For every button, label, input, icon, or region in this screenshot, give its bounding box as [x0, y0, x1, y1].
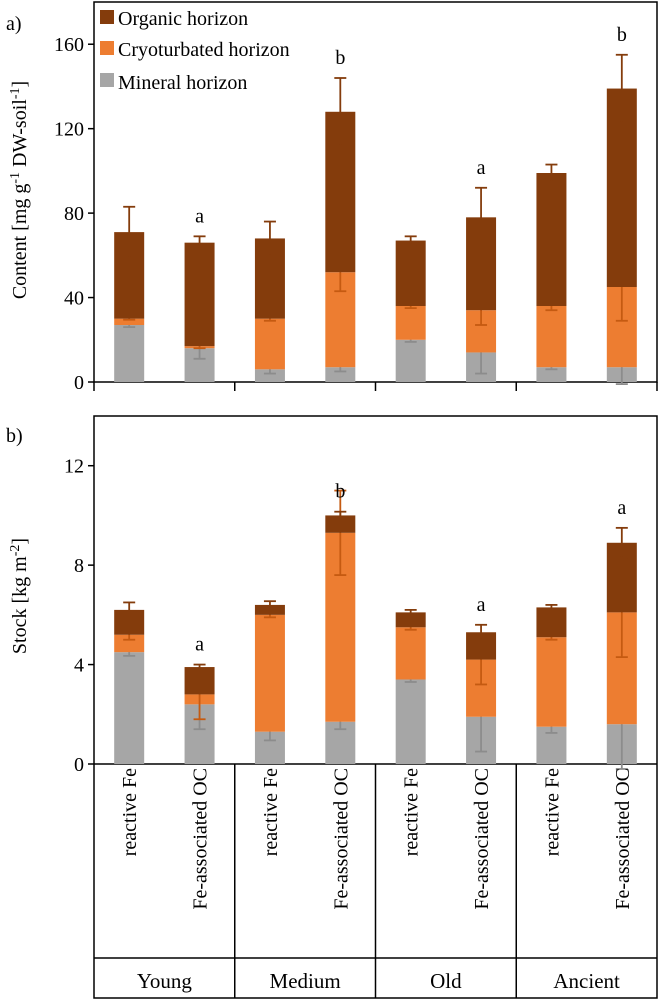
bar-segment — [254, 604, 285, 615]
legend-swatch-cryoturbated — [100, 41, 114, 55]
bar-segment — [395, 306, 426, 340]
legend-label-mineral: Mineral horizon — [118, 72, 247, 94]
panel-0-y-tick-label: 80 — [64, 203, 84, 225]
legend: Organic horizon Cryoturbated horizon Min… — [100, 8, 290, 94]
significance-letter: a — [195, 205, 204, 227]
panel-a-label: a) — [6, 13, 22, 35]
x-category-label: Fe-associated OC — [612, 768, 634, 910]
x-category-label: reactive Fe — [401, 768, 423, 856]
panel-1-y-tick-label: 12 — [64, 456, 84, 478]
x-group-label: Young — [137, 969, 193, 993]
significance-letter: a — [477, 594, 486, 616]
bar-segment — [536, 367, 567, 382]
bar-segment — [254, 614, 285, 732]
panel-a-y-axis-label: Content [mg g-1 DW-soil-1] — [8, 81, 31, 299]
bar-segment — [114, 325, 145, 382]
x-category-label: reactive Fe — [119, 768, 141, 856]
bar-segment — [325, 367, 356, 382]
bar-segment — [114, 652, 145, 764]
bar-segment — [395, 627, 426, 680]
significance-letter: a — [195, 634, 204, 656]
panel-1-y-tick-label: 8 — [74, 555, 84, 577]
panel-0-y-tick-label: 0 — [74, 372, 84, 394]
x-category-label: Fe-associated OC — [471, 768, 493, 910]
x-group-label: Ancient — [553, 969, 620, 993]
panel-b-y-axis-label: Stock [kg m-2] — [8, 538, 31, 654]
bar-segment — [114, 318, 145, 325]
significance-letter: b — [335, 481, 345, 503]
bar-segment — [395, 339, 426, 382]
x-group-label: Old — [430, 969, 462, 993]
bar-segment — [325, 515, 356, 533]
significance-letter: b — [617, 24, 627, 46]
significance-letter: b — [335, 47, 345, 69]
x-category-label: reactive Fe — [260, 768, 282, 856]
x-category-label: reactive Fe — [541, 768, 563, 856]
x-category-label: Fe-associated OC — [330, 768, 352, 910]
panel-1-y-tick-label: 0 — [74, 754, 84, 776]
panel-1-y-tick-label: 4 — [74, 655, 84, 677]
bar-segment — [536, 607, 567, 638]
bar-segment — [114, 634, 145, 653]
panel-0-y-tick-label: 40 — [64, 288, 84, 310]
bar-segment — [536, 637, 567, 727]
x-category-label: Fe-associated OC — [190, 768, 212, 910]
panel-0-y-tick-label: 160 — [54, 34, 84, 56]
legend-label-organic: Organic horizon — [118, 8, 248, 30]
legend-label-cryoturbated: Cryoturbated horizon — [118, 39, 290, 61]
significance-letter: a — [477, 157, 486, 179]
panel-b-label: b) — [6, 425, 23, 447]
x-group-label: Medium — [270, 969, 341, 993]
bar-segment — [395, 679, 426, 764]
bar-segment — [395, 240, 426, 306]
bar-segment — [184, 242, 215, 347]
bar-segment — [536, 306, 567, 368]
chart-marks: 0 40 80 120 160 a b a b 0 4 8 12 a b a a reactive Fe Fe-as… — [54, 24, 658, 998]
legend-swatch-organic — [100, 10, 114, 24]
panel-a: a) Content [mg g-1 DW-soil-1] Organic ho… — [6, 1, 658, 383]
bar-segment — [254, 369, 285, 382]
legend-swatch-mineral — [100, 73, 114, 87]
significance-letter: a — [617, 497, 626, 519]
bar-segment — [395, 612, 426, 628]
bar-segment — [184, 667, 215, 695]
bar-segment — [536, 173, 567, 306]
bar-segment — [254, 318, 285, 370]
panel-0-y-tick-label: 120 — [54, 119, 84, 141]
